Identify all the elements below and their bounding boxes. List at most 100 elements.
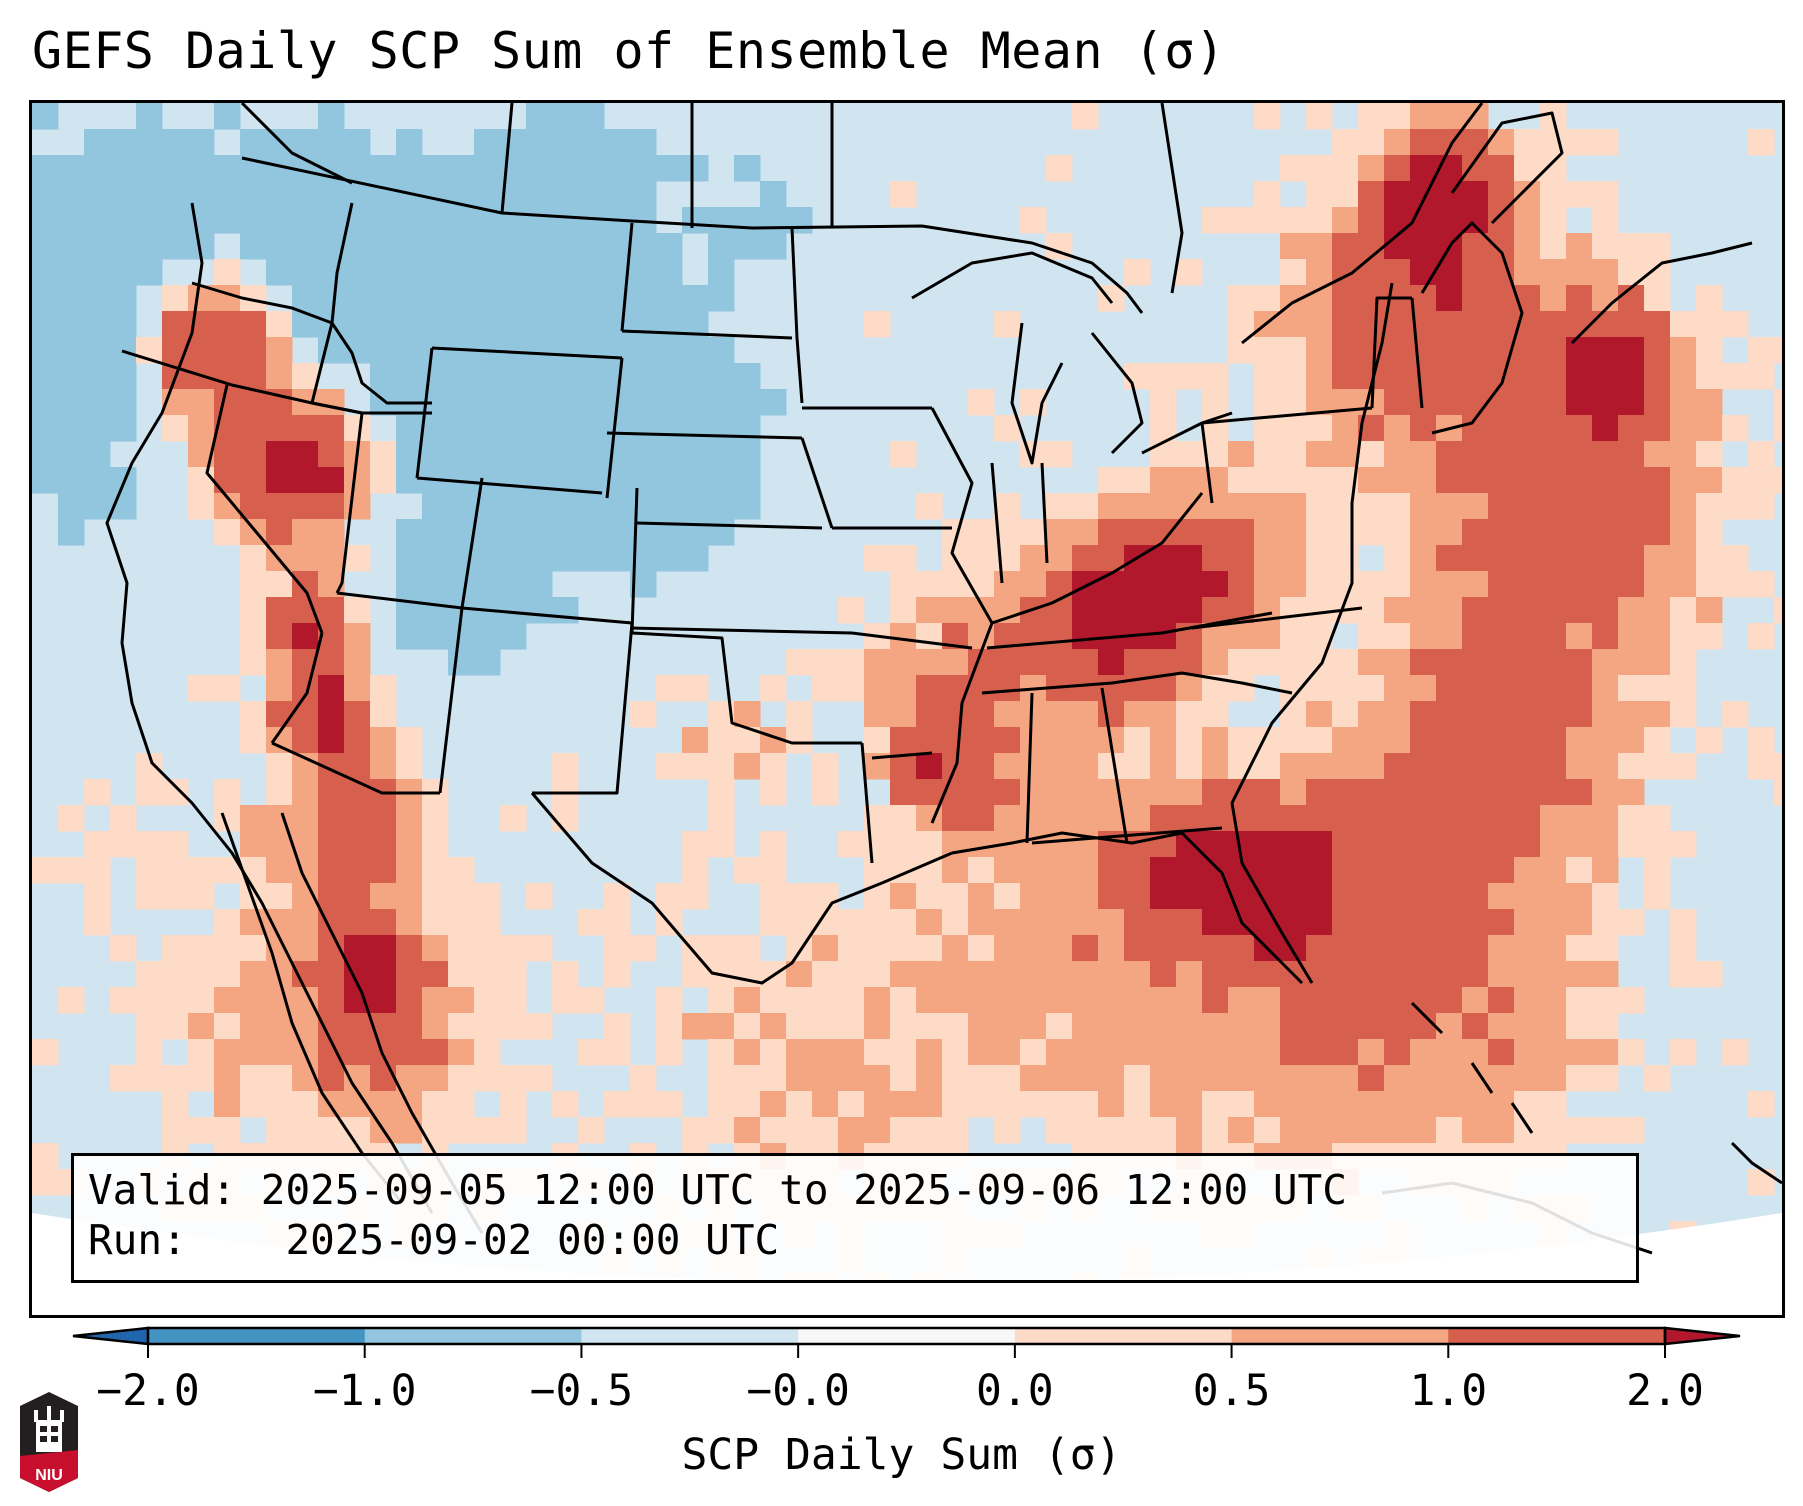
- raster-cell: [448, 259, 475, 286]
- raster-cell: [1436, 779, 1463, 806]
- raster-cell: [1514, 1013, 1541, 1040]
- raster-cell: [630, 415, 657, 442]
- raster-cell: [1514, 207, 1541, 234]
- raster-cell: [1644, 649, 1671, 676]
- raster-cell: [58, 441, 85, 468]
- raster-cell: [1410, 155, 1437, 182]
- raster-cell: [812, 935, 839, 962]
- raster-cell: [292, 701, 319, 728]
- raster-cell: [1020, 909, 1047, 936]
- raster-cell: [1254, 389, 1281, 416]
- raster-cell: [344, 259, 371, 286]
- raster-cell: [162, 285, 189, 312]
- raster-cell: [1306, 1039, 1333, 1066]
- raster-cell: [500, 363, 527, 390]
- border-tn-south: [981, 671, 1183, 695]
- raster-cell: [32, 207, 59, 234]
- raster-cell: [292, 545, 319, 572]
- map-panel[interactable]: Valid: 2025-09-05 12:00 UTC to 2025-09-0…: [29, 100, 1785, 1318]
- raster-cell: [1098, 961, 1125, 988]
- colorbar-tick-label: −0.5: [529, 1366, 634, 1416]
- raster-cell: [1046, 519, 1073, 546]
- raster-cell: [1618, 727, 1645, 754]
- raster-cell: [1722, 545, 1749, 572]
- raster-cell: [708, 805, 735, 832]
- raster-cell: [110, 233, 137, 260]
- raster-cell: [1280, 441, 1307, 468]
- raster-cell: [1280, 623, 1307, 650]
- border-sd-ne: [606, 431, 803, 440]
- raster-cell: [1514, 545, 1541, 572]
- raster-cell: [32, 181, 59, 208]
- raster-cell: [474, 285, 501, 312]
- raster-cell: [786, 207, 813, 234]
- raster-cell: [1410, 441, 1437, 468]
- raster-cell: [474, 259, 501, 286]
- raster-cell: [552, 1091, 579, 1118]
- raster-cell: [1410, 753, 1437, 780]
- raster-cell: [1332, 285, 1359, 312]
- raster-cell: [552, 233, 579, 260]
- raster-cell: [734, 493, 761, 520]
- raster-cell: [448, 1117, 475, 1144]
- raster-cell: [110, 181, 137, 208]
- raster-cell: [1306, 259, 1333, 286]
- raster-cell: [734, 935, 761, 962]
- raster-cell: [1592, 259, 1619, 286]
- raster-cell: [760, 1013, 787, 1040]
- raster-cell: [682, 727, 709, 754]
- raster-cell: [682, 363, 709, 390]
- raster-cell: [1098, 883, 1125, 910]
- raster-cell: [1150, 571, 1177, 598]
- colorbar-tick-label: 2.0: [1626, 1366, 1704, 1416]
- raster-cell: [1098, 857, 1125, 884]
- raster-cell: [1618, 779, 1645, 806]
- raster-cell: [240, 233, 267, 260]
- raster-cell: [1072, 649, 1099, 676]
- raster-cell: [994, 961, 1021, 988]
- border-al-ga: [1100, 687, 1129, 844]
- raster-cell: [604, 415, 631, 442]
- raster-cell: [1358, 935, 1385, 962]
- raster-cell: [292, 415, 319, 442]
- raster-cell: [1670, 831, 1697, 858]
- raster-cell: [1644, 519, 1671, 546]
- raster-cell: [1436, 571, 1463, 598]
- raster-cell: [1384, 779, 1411, 806]
- raster-cell: [1124, 467, 1151, 494]
- raster-cell: [32, 1143, 59, 1170]
- raster-cell: [214, 675, 241, 702]
- raster-cell: [734, 1065, 761, 1092]
- raster-cell: [942, 701, 969, 728]
- raster-cell: [32, 337, 59, 364]
- run-label: Run:: [88, 1216, 187, 1264]
- colorbar-bin: [581, 1328, 799, 1344]
- raster-cell: [1228, 493, 1255, 520]
- raster-cell: [1488, 805, 1515, 832]
- raster-cell: [474, 623, 501, 650]
- raster-cell: [708, 1065, 735, 1092]
- raster-cell: [1644, 753, 1671, 780]
- raster-cell: [1176, 701, 1203, 728]
- raster-cell: [838, 1117, 865, 1144]
- raster-cell: [136, 1013, 163, 1040]
- raster-cell: [214, 935, 241, 962]
- raster-cell: [656, 441, 683, 468]
- raster-cell: [1748, 441, 1775, 468]
- raster-cell: [1046, 779, 1073, 806]
- raster-cell: [1384, 493, 1411, 520]
- raster-cell: [1072, 935, 1099, 962]
- raster-cell: [1462, 675, 1489, 702]
- raster-cell: [1098, 597, 1125, 624]
- raster-cell: [1228, 311, 1255, 338]
- border-mo-ar: [851, 631, 973, 650]
- raster-cell: [1098, 753, 1125, 780]
- raster-cell: [1176, 935, 1203, 962]
- raster-cell: [760, 1117, 787, 1144]
- raster-cell: [448, 935, 475, 962]
- raster-cell: [656, 883, 683, 910]
- raster-cell: [1124, 805, 1151, 832]
- raster-cell: [292, 727, 319, 754]
- raster-cell: [1254, 207, 1281, 234]
- raster-cell: [1358, 883, 1385, 910]
